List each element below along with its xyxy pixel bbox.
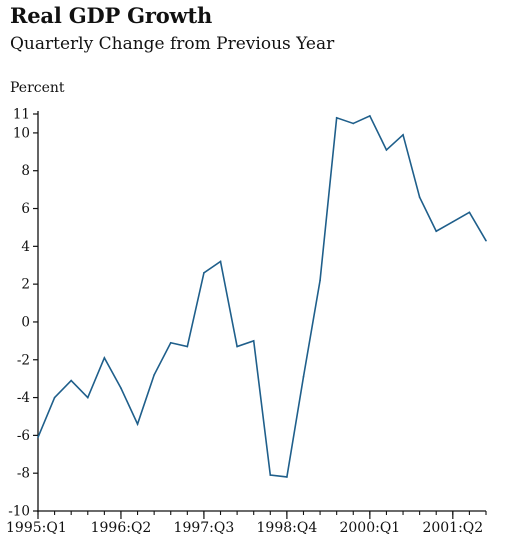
data-point — [186, 345, 189, 348]
x-tick-label: 1996:Q2 — [91, 520, 152, 536]
y-tick-label: -10 — [8, 504, 30, 520]
x-tick-label: 1998:Q4 — [257, 520, 318, 536]
data-point — [203, 272, 205, 274]
y-tick-label: 8 — [21, 163, 30, 179]
y-tick-label: 11 — [13, 107, 30, 123]
series-line — [37, 114, 487, 478]
data-point — [468, 211, 471, 214]
data-point — [335, 116, 338, 119]
data-point — [402, 133, 404, 136]
y-tick-label: -2 — [17, 352, 30, 368]
y-tick-label: 4 — [21, 239, 30, 255]
data-point — [369, 115, 371, 117]
x-tick-label: 2000:Q1 — [339, 520, 400, 536]
y-tick-label: -4 — [17, 390, 30, 406]
data-point — [385, 149, 388, 151]
data-point — [103, 357, 106, 359]
chart-series — [37, 114, 487, 478]
data-point — [352, 122, 355, 125]
y-axis-label: Percent — [10, 80, 65, 96]
x-tick-label: 1995:Q1 — [6, 520, 67, 536]
data-point — [153, 374, 155, 376]
data-point — [319, 279, 321, 282]
chart-axes — [37, 111, 486, 512]
data-point — [219, 260, 222, 263]
y-tick-label: -8 — [17, 466, 30, 482]
data-point — [252, 340, 255, 342]
data-point — [236, 345, 238, 348]
data-point — [269, 474, 272, 476]
chart-title: Real GDP Growth — [10, 3, 213, 28]
y-tick-label: 2 — [21, 277, 30, 293]
data-point — [120, 387, 122, 389]
x-axis-ticks: 1995:Q1 1996:Q2 1997:Q3 1998:Q4 2000:Q1 2001:… — [6, 511, 487, 536]
data-point — [37, 436, 39, 439]
data-point — [435, 230, 438, 233]
x-tick-label: 1997:Q3 — [174, 520, 235, 536]
data-point — [418, 196, 421, 198]
data-point — [286, 476, 288, 478]
data-point — [302, 375, 305, 378]
y-tick-label: 6 — [21, 201, 30, 217]
chart-subtitle: Quarterly Change from Previous Year — [10, 34, 335, 54]
y-tick-label: -6 — [17, 428, 30, 444]
data-point — [70, 379, 72, 382]
x-tick-label: 2001:Q2 — [422, 520, 483, 536]
data-point — [452, 220, 454, 223]
data-point — [485, 239, 487, 242]
data-point — [169, 341, 172, 344]
data-point — [53, 396, 56, 399]
y-tick-label: 0 — [21, 314, 30, 330]
y-axis-ticks: -10 -8 -6 -4 -2 0 2 4 6 8 10 11 — [8, 107, 38, 520]
data-point — [86, 396, 89, 399]
data-point — [136, 423, 139, 425]
y-tick-label: 10 — [13, 125, 30, 141]
